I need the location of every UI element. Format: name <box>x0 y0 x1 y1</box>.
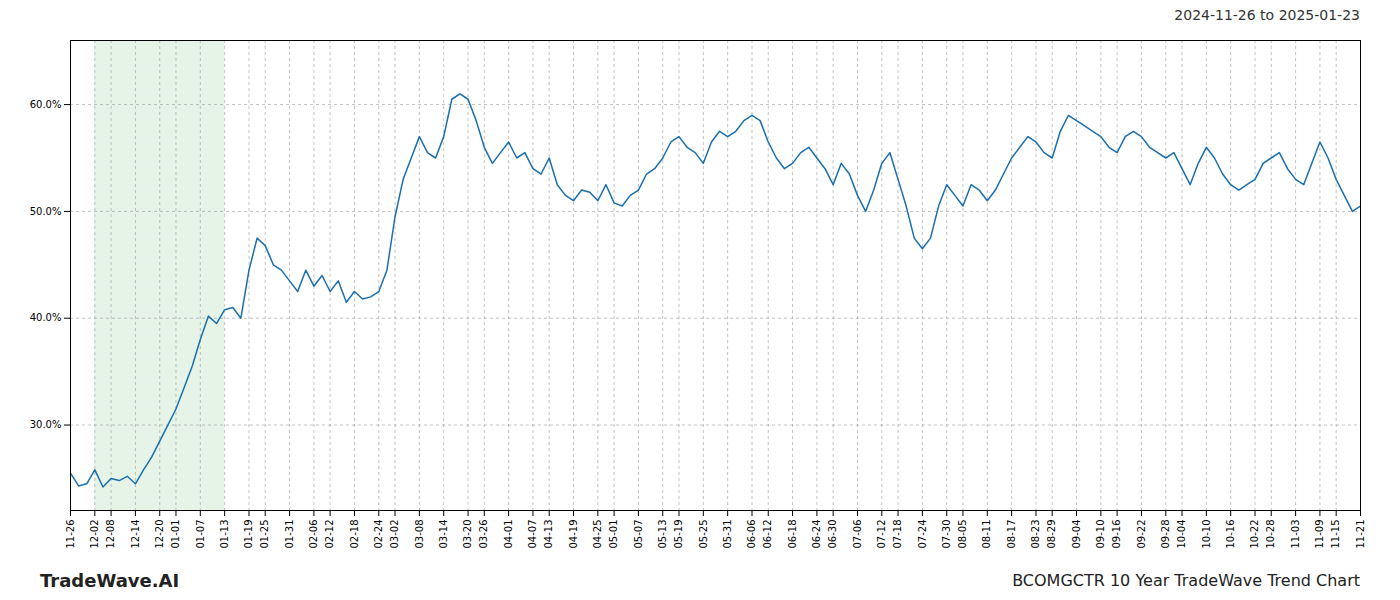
svg-text:01-19: 01-19 <box>243 520 254 549</box>
svg-text:01-01: 01-01 <box>170 520 181 549</box>
svg-text:03-14: 03-14 <box>438 520 449 549</box>
svg-text:05-01: 05-01 <box>608 520 619 549</box>
svg-text:01-25: 01-25 <box>259 520 270 549</box>
svg-text:09-16: 09-16 <box>1111 520 1122 549</box>
svg-text:10-28: 10-28 <box>1265 520 1276 549</box>
svg-text:07-06: 07-06 <box>852 520 863 549</box>
svg-text:12-08: 12-08 <box>105 520 116 549</box>
svg-text:05-19: 05-19 <box>673 520 684 549</box>
svg-text:10-04: 10-04 <box>1176 520 1187 549</box>
svg-text:05-07: 05-07 <box>633 520 644 549</box>
svg-text:11-21: 11-21 <box>1355 520 1366 549</box>
svg-text:07-24: 07-24 <box>917 520 928 549</box>
svg-text:11-03: 11-03 <box>1290 520 1301 549</box>
svg-text:04-19: 04-19 <box>568 520 579 549</box>
svg-text:08-11: 08-11 <box>981 520 992 549</box>
svg-text:03-26: 03-26 <box>478 520 489 549</box>
svg-text:03-20: 03-20 <box>462 520 473 549</box>
svg-text:08-17: 08-17 <box>1006 520 1017 549</box>
svg-text:10-22: 10-22 <box>1249 520 1260 549</box>
svg-text:11-09: 11-09 <box>1314 520 1325 549</box>
svg-text:09-22: 09-22 <box>1136 520 1147 549</box>
svg-text:07-30: 07-30 <box>941 520 952 549</box>
svg-text:07-18: 07-18 <box>892 520 903 549</box>
svg-text:40.0%: 40.0% <box>30 312 62 323</box>
html-text:2024-11-26 to 2025-01-23: 2024-11-26 to 2025-01-23 <box>1174 7 1360 23</box>
svg-text:12-02: 12-02 <box>89 520 100 549</box>
svg-text:08-05: 08-05 <box>957 520 968 549</box>
svg-text:11-15: 11-15 <box>1330 520 1341 549</box>
svg-text:11-26: 11-26 <box>65 520 76 549</box>
svg-text:06-12: 06-12 <box>762 520 773 549</box>
svg-text:08-29: 08-29 <box>1046 520 1057 549</box>
svg-text:09-04: 09-04 <box>1071 520 1082 549</box>
svg-text:05-13: 05-13 <box>657 520 668 549</box>
svg-text:03-08: 03-08 <box>414 520 425 549</box>
svg-text:01-07: 01-07 <box>195 520 206 549</box>
svg-text:09-10: 09-10 <box>1095 520 1106 549</box>
html-text:TradeWave.AI: TradeWave.AI <box>40 569 180 591</box>
svg-text:02-18: 02-18 <box>349 520 360 549</box>
svg-text:02-24: 02-24 <box>373 520 384 549</box>
svg-text:04-13: 04-13 <box>543 520 554 549</box>
svg-text:05-25: 05-25 <box>698 520 709 549</box>
svg-text:12-20: 12-20 <box>154 520 165 549</box>
svg-text:10-10: 10-10 <box>1201 520 1212 549</box>
svg-text:01-31: 01-31 <box>284 520 295 549</box>
svg-text:05-31: 05-31 <box>722 520 733 549</box>
svg-text:04-25: 04-25 <box>592 520 603 549</box>
html-text:BCOMGCTR 10 Year TradeWave Tre: BCOMGCTR 10 Year TradeWave Trend Chart <box>1012 570 1360 590</box>
svg-text:04-07: 04-07 <box>527 520 538 549</box>
svg-text:06-18: 06-18 <box>787 520 798 549</box>
svg-text:06-24: 06-24 <box>811 520 822 549</box>
svg-text:10-16: 10-16 <box>1225 520 1236 549</box>
svg-text:60.0%: 60.0% <box>30 99 62 110</box>
svg-text:12-14: 12-14 <box>130 520 141 549</box>
svg-text:07-12: 07-12 <box>876 520 887 549</box>
svg-text:02-12: 02-12 <box>324 520 335 549</box>
svg-text:04-01: 04-01 <box>503 520 514 549</box>
svg-text:50.0%: 50.0% <box>30 206 62 217</box>
svg-text:09-28: 09-28 <box>1160 520 1171 549</box>
svg-text:01-13: 01-13 <box>219 520 230 549</box>
svg-text:06-30: 06-30 <box>827 520 838 549</box>
svg-text:08-23: 08-23 <box>1030 520 1041 549</box>
svg-text:02-06: 02-06 <box>308 520 319 549</box>
svg-text:06-06: 06-06 <box>746 520 757 549</box>
svg-text:03-02: 03-02 <box>389 520 400 549</box>
svg-text:30.0%: 30.0% <box>30 419 62 430</box>
